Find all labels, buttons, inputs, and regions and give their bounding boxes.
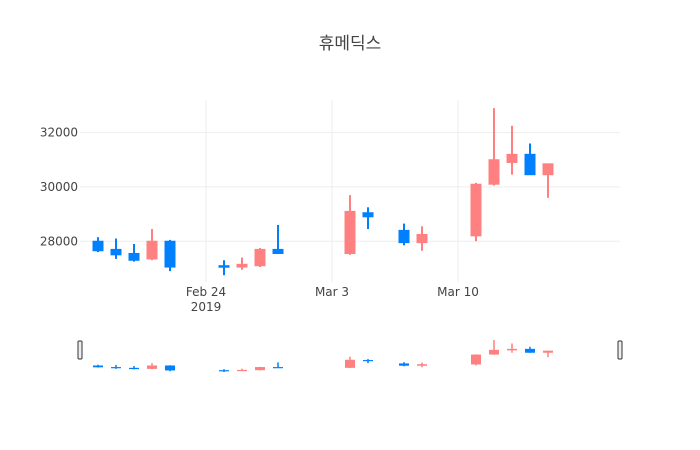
slider-candle: [417, 362, 427, 368]
candle[interactable]: [254, 248, 266, 268]
candle-body: [398, 229, 410, 244]
candle[interactable]: [128, 243, 140, 262]
candle[interactable]: [92, 237, 104, 253]
slider-candle: [219, 369, 229, 372]
slider-candle: [111, 364, 121, 369]
range-slider-left-handle[interactable]: [77, 340, 83, 360]
candle-layer: [92, 108, 554, 276]
chart-title: 휴메딕스: [319, 34, 382, 54]
range-slider[interactable]: [77, 340, 623, 372]
candle-body: [542, 163, 554, 176]
candle[interactable]: [488, 108, 500, 186]
candle[interactable]: [272, 224, 284, 254]
y-axis: 28000 30000 32000: [40, 126, 78, 249]
y-tick-label: 28000: [40, 234, 78, 248]
slider-candle: [489, 340, 499, 355]
candle-body: [416, 233, 428, 244]
candle[interactable]: [146, 229, 158, 261]
candle[interactable]: [506, 125, 518, 175]
candle-body: [164, 240, 176, 268]
slider-candle: [525, 346, 535, 353]
candle[interactable]: [416, 226, 428, 251]
candle-body: [110, 248, 122, 256]
candle[interactable]: [398, 223, 410, 246]
candle[interactable]: [344, 195, 356, 255]
candle-body: [146, 240, 158, 260]
slider-candle: [93, 364, 103, 368]
candle-body: [344, 210, 356, 254]
candle[interactable]: [218, 260, 230, 276]
candle[interactable]: [542, 163, 554, 198]
slider-candle: [543, 350, 553, 358]
slider-candle: [507, 343, 517, 353]
candle-body: [362, 212, 374, 218]
x-tick-label: Feb 24: [186, 285, 226, 299]
candle[interactable]: [110, 238, 122, 259]
candle-body: [524, 153, 536, 176]
x-tick-label: Mar 10: [437, 285, 479, 299]
candle-body: [218, 265, 230, 268]
candle-body: [92, 240, 104, 252]
x-tick-year-label: 2019: [191, 300, 222, 314]
candle-body: [506, 153, 518, 163]
slider-candle: [165, 365, 175, 372]
slider-candle: [345, 356, 355, 369]
slider-candle: [471, 354, 481, 366]
slider-candle: [147, 363, 157, 370]
candle-body: [254, 248, 266, 267]
range-slider-right-handle[interactable]: [617, 340, 623, 360]
candle-body: [488, 159, 500, 185]
candle-body: [128, 252, 140, 261]
x-tick-label: Mar 3: [315, 285, 349, 299]
candle[interactable]: [362, 207, 374, 230]
candle[interactable]: [164, 239, 176, 272]
candle-body: [236, 263, 248, 268]
slider-candle: [255, 366, 265, 371]
slider-candle: [237, 368, 247, 372]
candle-body: [272, 248, 284, 254]
candle[interactable]: [470, 182, 482, 242]
candle[interactable]: [524, 143, 536, 176]
slider-candle: [399, 362, 409, 367]
candle-body: [470, 183, 482, 237]
candle[interactable]: [236, 257, 248, 270]
y-tick-label: 32000: [40, 126, 78, 140]
y-tick-label: 30000: [40, 180, 78, 194]
slider-candle: [363, 358, 373, 364]
slider-candle: [129, 366, 139, 370]
slider-candle: [273, 362, 283, 369]
